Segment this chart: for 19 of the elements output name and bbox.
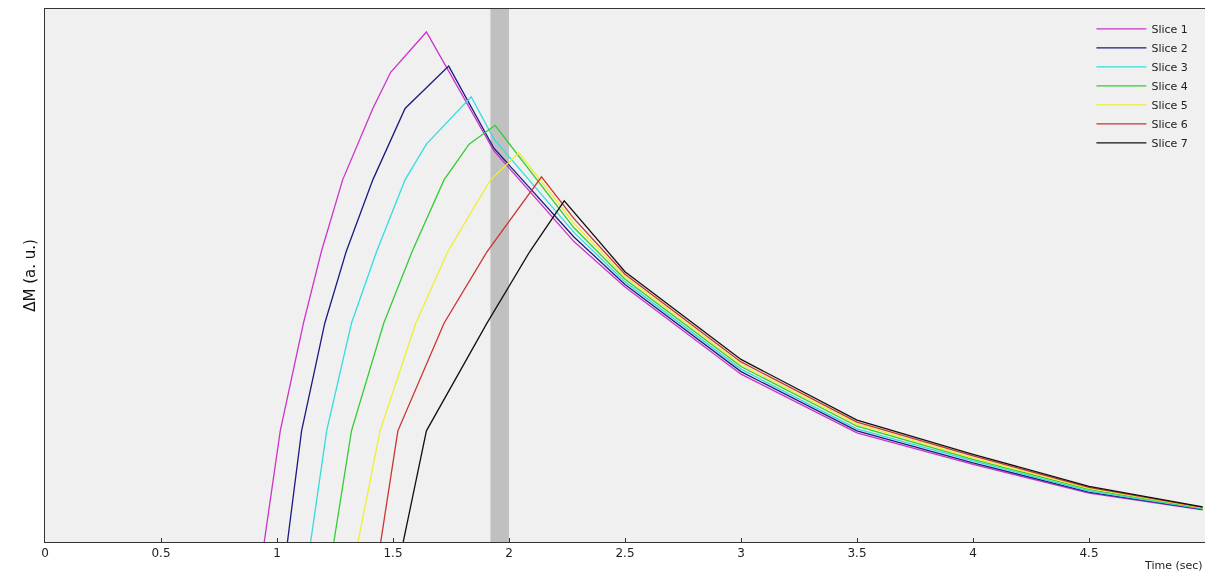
- legend-label: Slice 7: [1151, 137, 1188, 151]
- x-tick-label: 3: [737, 546, 745, 561]
- x-tick-label: 0.5: [151, 546, 171, 561]
- legend-label: Slice 1: [1151, 23, 1188, 37]
- legend-label: Slice 6: [1151, 118, 1188, 132]
- x-tick-label: 4: [969, 546, 977, 561]
- x-tick-label: 2: [505, 546, 513, 561]
- x-tick-label: 0: [41, 546, 49, 561]
- x-tick-label: 3.5: [847, 546, 867, 561]
- legend-label: Slice 5: [1151, 99, 1188, 113]
- x-tick-label: 1: [273, 546, 281, 561]
- x-tick-label: 2.5: [615, 546, 635, 561]
- x-axis-title: Time (sec): [1144, 559, 1203, 572]
- legend-label: Slice 3: [1151, 61, 1188, 75]
- legend-label: Slice 2: [1151, 42, 1188, 56]
- x-tick-label: 4.5: [1079, 546, 1099, 561]
- x-tick-label: 1.5: [383, 546, 403, 561]
- legend-label: Slice 4: [1151, 80, 1188, 94]
- y-axis-title: ΔM (a. u.): [21, 239, 40, 312]
